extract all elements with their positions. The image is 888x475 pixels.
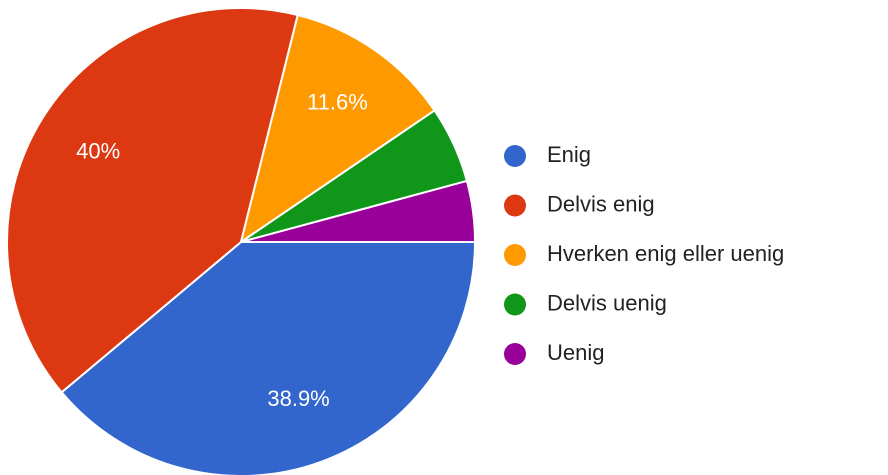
- slice-label: 40%: [76, 138, 120, 163]
- pie-slice: [60, 241, 477, 475]
- legend-label: Enig: [547, 142, 591, 167]
- slice-label: 38.9%: [267, 386, 329, 411]
- legend-swatch: [504, 343, 526, 365]
- pie-slice: [240, 179, 477, 243]
- slice-label: 11.6%: [307, 90, 368, 115]
- legend-label: Hverken enig eller uenig: [547, 241, 784, 266]
- legend-label: Delvis uenig: [547, 290, 667, 315]
- legend-swatch: [504, 145, 526, 167]
- legend-swatch: [504, 194, 526, 217]
- pie-slice: [6, 7, 299, 394]
- legend-label: Uenig: [547, 340, 604, 365]
- legend-label: Delvis enig: [547, 191, 655, 216]
- legend-swatch: [504, 293, 526, 316]
- legend-swatch: [504, 244, 526, 266]
- pie-slice: [239, 13, 436, 245]
